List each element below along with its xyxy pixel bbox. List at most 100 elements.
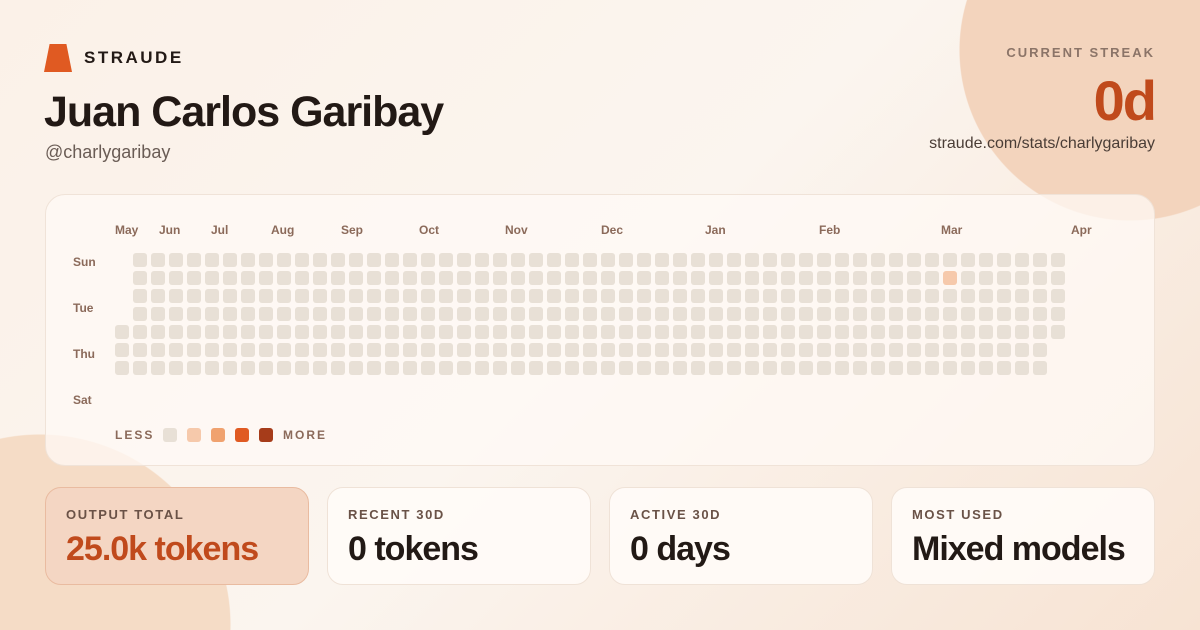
heatmap-cell[interactable] <box>583 271 597 285</box>
heatmap-cell[interactable] <box>583 253 597 267</box>
heatmap-cell[interactable] <box>295 289 309 303</box>
heatmap-cell[interactable] <box>763 307 777 321</box>
heatmap-cell[interactable] <box>979 289 993 303</box>
heatmap-cell[interactable] <box>817 307 831 321</box>
heatmap-cell[interactable] <box>1015 325 1029 339</box>
heatmap-cell[interactable] <box>349 361 363 375</box>
heatmap-cell[interactable] <box>871 325 885 339</box>
heatmap-cell[interactable] <box>1033 361 1047 375</box>
heatmap-cell[interactable] <box>241 289 255 303</box>
heatmap-cell[interactable] <box>637 343 651 357</box>
heatmap-cell[interactable] <box>925 289 939 303</box>
heatmap-cell[interactable] <box>133 361 147 375</box>
heatmap-cell[interactable] <box>889 253 903 267</box>
heatmap-cell[interactable] <box>1051 289 1065 303</box>
heatmap-cell[interactable] <box>133 253 147 267</box>
heatmap-cell[interactable] <box>979 271 993 285</box>
heatmap-cell[interactable] <box>421 253 435 267</box>
heatmap-cell[interactable] <box>673 271 687 285</box>
heatmap-cell[interactable] <box>691 307 705 321</box>
heatmap-cell[interactable] <box>331 271 345 285</box>
heatmap-cell[interactable] <box>421 271 435 285</box>
heatmap-cell[interactable] <box>169 325 183 339</box>
heatmap-cell[interactable] <box>565 361 579 375</box>
heatmap-cell[interactable] <box>889 307 903 321</box>
heatmap-cell[interactable] <box>457 271 471 285</box>
heatmap-cell[interactable] <box>943 271 957 285</box>
heatmap-cell[interactable] <box>385 325 399 339</box>
heatmap-cell[interactable] <box>799 307 813 321</box>
heatmap-cell[interactable] <box>961 307 975 321</box>
heatmap-cell[interactable] <box>295 343 309 357</box>
heatmap-cell[interactable] <box>565 343 579 357</box>
heatmap-cell[interactable] <box>889 343 903 357</box>
heatmap-cell[interactable] <box>997 325 1011 339</box>
heatmap-cell[interactable] <box>205 289 219 303</box>
heatmap-cell[interactable] <box>709 253 723 267</box>
heatmap-cell[interactable] <box>655 289 669 303</box>
heatmap-cell[interactable] <box>655 325 669 339</box>
heatmap-cell[interactable] <box>979 307 993 321</box>
heatmap-cell[interactable] <box>493 289 507 303</box>
heatmap-cell[interactable] <box>565 289 579 303</box>
heatmap-cell[interactable] <box>673 361 687 375</box>
heatmap-cell[interactable] <box>925 343 939 357</box>
heatmap-cell[interactable] <box>817 361 831 375</box>
heatmap-cell[interactable] <box>277 343 291 357</box>
heatmap-cell[interactable] <box>673 325 687 339</box>
heatmap-cell[interactable] <box>943 325 957 339</box>
heatmap-cell[interactable] <box>943 361 957 375</box>
heatmap-cell[interactable] <box>547 325 561 339</box>
heatmap-cell[interactable] <box>691 289 705 303</box>
heatmap-cell[interactable] <box>151 325 165 339</box>
heatmap-cell[interactable] <box>763 343 777 357</box>
heatmap-cell[interactable] <box>259 307 273 321</box>
heatmap-cell[interactable] <box>1051 271 1065 285</box>
heatmap-cell[interactable] <box>619 289 633 303</box>
heatmap-cell[interactable] <box>511 325 525 339</box>
heatmap-cell[interactable] <box>853 289 867 303</box>
heatmap-cell[interactable] <box>781 271 795 285</box>
heatmap-cell[interactable] <box>529 307 543 321</box>
heatmap-cell[interactable] <box>241 307 255 321</box>
heatmap-cell[interactable] <box>799 325 813 339</box>
heatmap-cell[interactable] <box>709 325 723 339</box>
heatmap-cell[interactable] <box>421 289 435 303</box>
heatmap-cell[interactable] <box>529 343 543 357</box>
heatmap-cell[interactable] <box>457 343 471 357</box>
heatmap-cell[interactable] <box>421 361 435 375</box>
heatmap-cell[interactable] <box>187 271 201 285</box>
heatmap-cell[interactable] <box>439 307 453 321</box>
heatmap-cell[interactable] <box>925 325 939 339</box>
heatmap-cell[interactable] <box>277 361 291 375</box>
heatmap-cell[interactable] <box>655 361 669 375</box>
heatmap-cell[interactable] <box>151 307 165 321</box>
heatmap-cell[interactable] <box>943 343 957 357</box>
heatmap-cell[interactable] <box>655 271 669 285</box>
heatmap-cell[interactable] <box>925 271 939 285</box>
heatmap-cell[interactable] <box>997 307 1011 321</box>
heatmap-cell[interactable] <box>907 343 921 357</box>
heatmap-cell[interactable] <box>871 253 885 267</box>
heatmap-cell[interactable] <box>439 325 453 339</box>
heatmap-cell[interactable] <box>907 325 921 339</box>
heatmap-cell[interactable] <box>529 289 543 303</box>
heatmap-cell[interactable] <box>115 343 129 357</box>
heatmap-cell[interactable] <box>151 361 165 375</box>
heatmap-cell[interactable] <box>799 343 813 357</box>
heatmap-cell[interactable] <box>547 343 561 357</box>
heatmap-cell[interactable] <box>637 307 651 321</box>
heatmap-cell[interactable] <box>781 361 795 375</box>
heatmap-cell[interactable] <box>457 307 471 321</box>
heatmap-cell[interactable] <box>403 325 417 339</box>
heatmap-cell[interactable] <box>1033 307 1047 321</box>
heatmap-cell[interactable] <box>295 253 309 267</box>
heatmap-cell[interactable] <box>673 307 687 321</box>
heatmap-cell[interactable] <box>601 325 615 339</box>
heatmap-cell[interactable] <box>799 361 813 375</box>
heatmap-cell[interactable] <box>781 307 795 321</box>
heatmap-cell[interactable] <box>475 343 489 357</box>
heatmap-cell[interactable] <box>313 289 327 303</box>
heatmap-cell[interactable] <box>799 289 813 303</box>
heatmap-cell[interactable] <box>727 325 741 339</box>
